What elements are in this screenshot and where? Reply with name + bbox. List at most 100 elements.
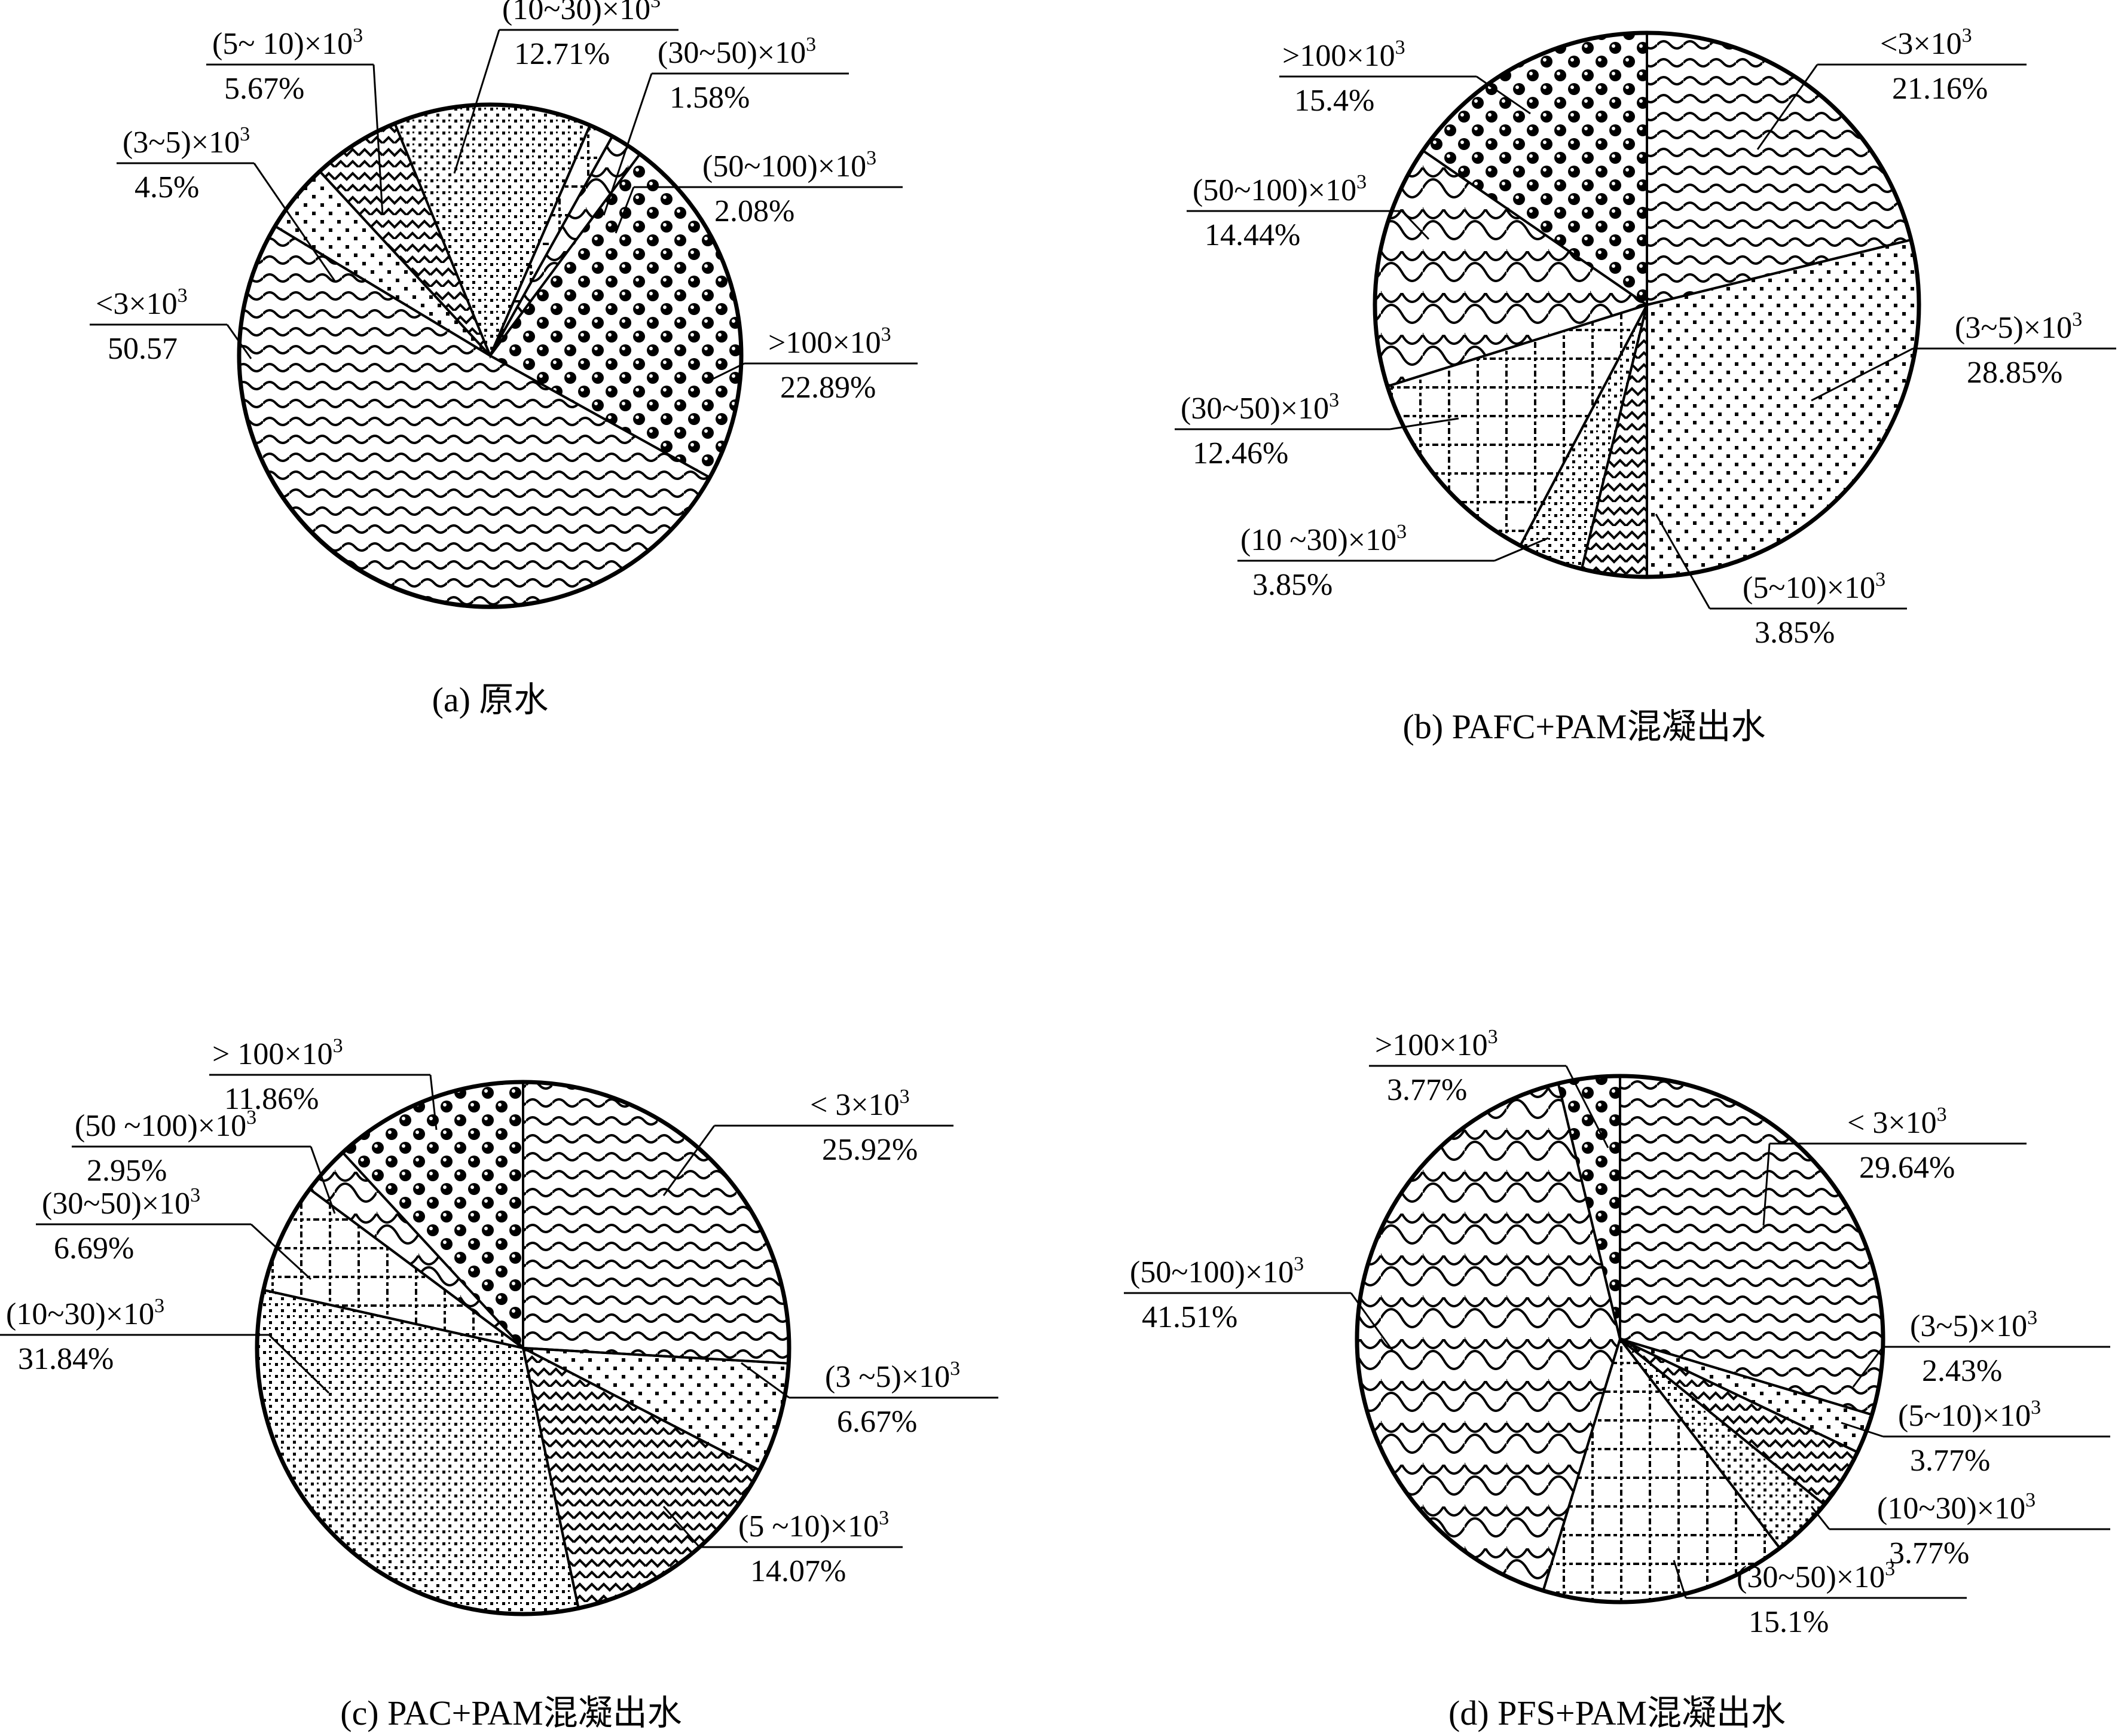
label-value-50-100: 14.44% (1205, 218, 1300, 252)
leader-line-30-50 (250, 1223, 312, 1280)
label-exponent-3-5: 3 (240, 123, 250, 145)
label-value-gt100: 3.77% (1387, 1073, 1467, 1107)
label-value-gt100: 22.89% (780, 371, 876, 405)
label-exponent-gt100: 3 (1488, 1026, 1498, 1048)
label-range-3-5: (3 ~5)×103 (825, 1358, 960, 1394)
label-value-30-50: 15.1% (1749, 1605, 1829, 1639)
label-exponent-gt100: 3 (333, 1035, 343, 1057)
leader-line-3-5 (741, 1362, 790, 1399)
leader-line-lt3 (226, 324, 252, 359)
leader-line-5-10 (372, 64, 384, 216)
pie-chart-c: < 3×103 25.92% (3 ~5)×103 6.67% (5 ~10)×103 1… (0, 1035, 998, 1616)
pie-chart-d: < 3×103 29.64% (3~5)×103 2.43% (5~10)×103 3.7… (1124, 1026, 2110, 1639)
label-range-10-30: (10~30)×103 (502, 0, 661, 26)
label-exponent-5-10: 3 (879, 1507, 889, 1529)
label-value-gt100: 11.86% (224, 1082, 319, 1116)
label-range-5-10: (5~ 10)×103 (212, 25, 363, 61)
pie-outline (237, 102, 744, 609)
label-exponent-lt3: 3 (178, 285, 188, 307)
leader-line-3-5 (1852, 1346, 1884, 1387)
label-value-50-100: 41.51% (1142, 1300, 1237, 1334)
label-value-30-50: 12.46% (1193, 436, 1288, 470)
leader-line-lt3 (1756, 64, 1819, 150)
label-exponent-10-30: 3 (1396, 521, 1407, 543)
label-exponent-5-10: 3 (353, 25, 363, 47)
leader-line-10-30 (1494, 537, 1549, 562)
label-value-10-30: 3.85% (1252, 568, 1332, 602)
label-value-5-10: 14.07% (750, 1554, 846, 1588)
leader-line-3-5 (253, 163, 336, 282)
label-value-3-5: 2.43% (1922, 1354, 2002, 1388)
label-exponent-3-5: 3 (2072, 308, 2082, 331)
label-range-lt3: < 3×103 (810, 1086, 910, 1122)
label-range-30-50: (30~50)×103 (1181, 389, 1339, 426)
caption-c: (c) PAC+PAM混凝出水 (340, 1694, 681, 1732)
leader-line-gt100 (705, 362, 745, 384)
label-exponent-3-5: 3 (950, 1358, 960, 1380)
label-range-50-100: (50~100)×103 (1193, 171, 1367, 207)
leader-line-5-10 (662, 1506, 701, 1548)
label-range-50-100: (50 ~100)×103 (75, 1107, 256, 1143)
label-value-lt3: 21.16% (1892, 72, 1988, 106)
caption-d: (d) PFS+PAM混凝出水 (1448, 1694, 1786, 1732)
label-exponent-30-50: 3 (1329, 389, 1339, 411)
label-range-lt3: < 3×103 (1847, 1104, 1947, 1140)
pie-outline (1355, 1074, 1885, 1604)
label-value-10-30: 12.71% (514, 37, 610, 71)
label-range-gt100: > 100×103 (212, 1035, 343, 1071)
leader-line-10-30 (453, 29, 500, 174)
leader-line-10-30 (268, 1334, 330, 1394)
label-range-3-5: (3~5)×103 (123, 123, 250, 160)
label-exponent-lt3: 3 (1962, 25, 1972, 47)
leader-line-gt100 (1476, 75, 1531, 115)
leader-line-lt3 (1762, 1143, 1771, 1226)
label-value-10-30: 3.77% (1889, 1536, 1969, 1570)
label-range-gt100: >100×103 (768, 323, 891, 360)
leader-line-3-5 (1811, 347, 1914, 402)
label-exponent-50-100: 3 (1294, 1253, 1304, 1275)
label-value-5-10: 3.85% (1755, 616, 1835, 650)
label-exponent-50-100: 3 (1356, 171, 1367, 193)
label-exponent-30-50: 3 (806, 33, 816, 56)
leader-line-30-50 (603, 73, 653, 216)
label-exponent-30-50: 3 (1885, 1558, 1895, 1580)
pie-outline (255, 1080, 791, 1616)
leader-line-50-100 (1350, 1292, 1394, 1352)
label-exponent-10-30: 3 (2025, 1489, 2036, 1511)
label-range-30-50: (30~50)×103 (1737, 1558, 1895, 1594)
label-exponent-10-30: 3 (650, 0, 661, 12)
label-range-lt3: <3×103 (96, 285, 188, 321)
label-exponent-50-100: 3 (246, 1107, 256, 1129)
label-range-10-30: (10~30)×103 (1877, 1489, 2036, 1526)
label-range-50-100: (50~100)×103 (702, 147, 876, 184)
label-value-5-10: 5.67% (224, 72, 304, 106)
leader-line-gt100 (1565, 1065, 1609, 1148)
label-range-50-100: (50~100)×103 (1130, 1253, 1304, 1289)
label-range-10-30: (10 ~30)×103 (1240, 521, 1407, 557)
caption-a: (a) 原水 (432, 680, 549, 719)
pie-chart-b: <3×103 21.16% (3~5)×103 28.85% (5~10)×103 3.8… (1175, 25, 2116, 650)
pie-chart-a: <3×103 50.57 (3~5)×103 4.5% (5~ 10)×103 5.67%… (90, 0, 918, 609)
label-range-3-5: (3~5)×103 (1910, 1307, 2037, 1343)
label-value-3-5: 6.67% (837, 1405, 917, 1439)
label-value-3-5: 4.5% (135, 170, 199, 204)
leader-line-30-50 (1673, 1560, 1687, 1599)
label-exponent-gt100: 3 (881, 323, 891, 346)
label-value-5-10: 3.77% (1910, 1444, 1990, 1478)
leader-line-lt3 (662, 1125, 716, 1196)
label-exponent-5-10: 3 (2031, 1396, 2041, 1419)
label-range-5-10: (5~10)×103 (1743, 569, 1885, 605)
leader-line-50-100 (615, 187, 635, 234)
label-range-10-30: (10~30)×103 (6, 1295, 164, 1331)
leader-line-gt100 (429, 1074, 438, 1130)
caption-b: (b) PAFC+PAM混凝出水 (1403, 707, 1766, 746)
label-range-5-10: (5~10)×103 (1898, 1396, 2041, 1433)
label-value-3-5: 28.85% (1967, 356, 2062, 390)
label-exponent-10-30: 3 (154, 1295, 164, 1317)
label-value-gt100: 15.4% (1294, 84, 1374, 118)
leader-line-50-100 (1401, 210, 1430, 240)
leader-line-10-30 (1810, 1506, 1830, 1530)
leader-line-5-10 (1655, 514, 1711, 609)
label-value-lt3: 25.92% (822, 1133, 918, 1167)
